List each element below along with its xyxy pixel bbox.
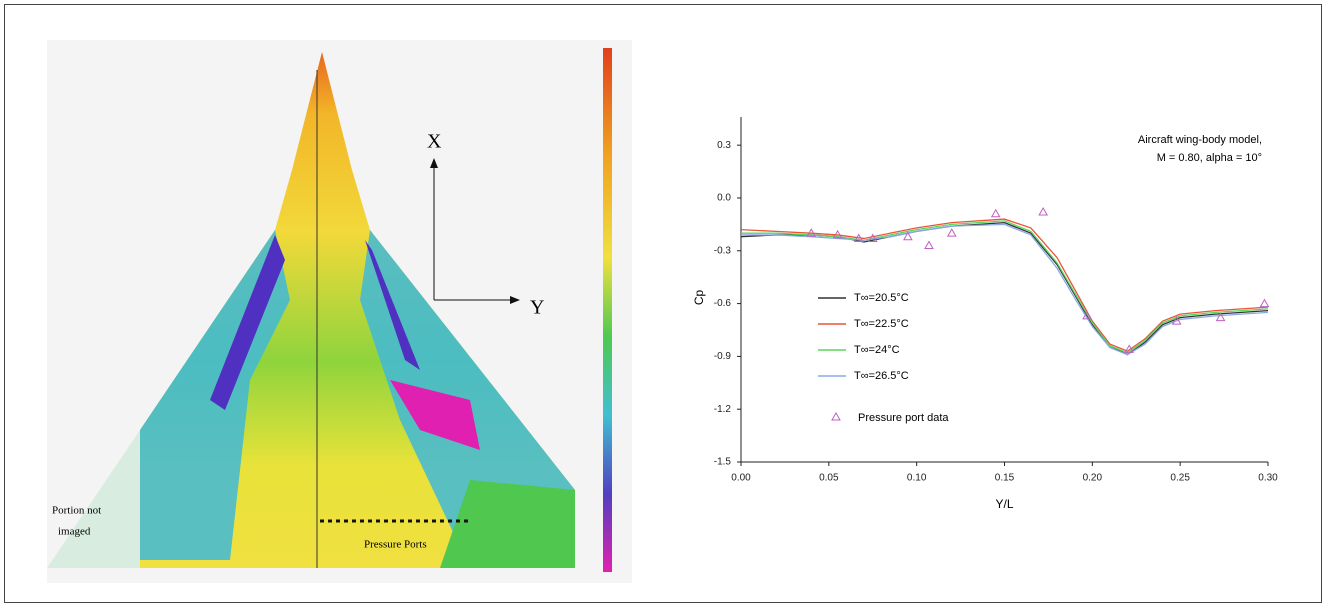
legend-label: T∞=22.5°C: [854, 318, 909, 330]
note: Pressure Ports: [364, 539, 427, 551]
x-tick-label: 0.00: [731, 473, 751, 484]
y-tick-label: -0.6: [714, 298, 732, 309]
page: {"image_panel": {"axis_x": "X", "axis_y"…: [0, 0, 1326, 607]
x-tick-label: 0.25: [1170, 473, 1190, 484]
note: Portion not: [52, 505, 101, 517]
axis-label: Y: [530, 297, 544, 319]
axis-label: X: [427, 131, 442, 153]
legend-label: Pressure port data: [858, 412, 949, 424]
legend-label: T∞=24°C: [854, 344, 900, 356]
y-tick-label: -1.2: [714, 404, 732, 415]
note: imaged: [58, 526, 91, 538]
y-tick-label: -0.3: [714, 245, 732, 256]
y-tick-label: -1.5: [714, 457, 732, 468]
y-tick-label: -0.9: [714, 351, 732, 362]
annotation: Aircraft wing-body model,: [1138, 134, 1262, 146]
x-axis-label: Y/L: [995, 497, 1013, 511]
legend-label: T∞=20.5°C: [854, 292, 909, 304]
pressure-map: X Y Portion not imaged Pressure Ports: [47, 40, 632, 583]
x-tick-label: 0.10: [907, 473, 927, 484]
annotation: M = 0.80, alpha = 10°: [1157, 152, 1262, 164]
x-tick-label: 0.05: [819, 473, 839, 484]
y-axis-label: Cp: [692, 290, 706, 306]
x-tick-label: 0.20: [1083, 473, 1103, 484]
x-tick-label: 0.30: [1258, 473, 1278, 484]
x-tick-label: 0.15: [995, 473, 1015, 484]
legend-label: T∞=26.5°C: [854, 370, 909, 382]
y-tick-label: 0.0: [717, 193, 731, 204]
y-tick-label: 0.3: [717, 140, 731, 151]
figure: X Y Portion not imaged Pressure Ports 0.…: [0, 0, 1326, 607]
colorbar: [603, 48, 612, 572]
